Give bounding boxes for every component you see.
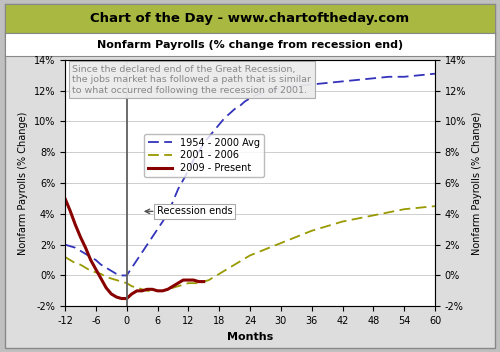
X-axis label: Months: Months xyxy=(227,332,273,341)
Text: Since the declared end of the Great Recession,
the jobs market has followed a pa: Since the declared end of the Great Rece… xyxy=(72,65,312,95)
Legend: 1954 - 2000 Avg, 2001 - 2006, 2009 - Present: 1954 - 2000 Avg, 2001 - 2006, 2009 - Pre… xyxy=(144,134,264,177)
Text: Recession ends: Recession ends xyxy=(157,206,232,216)
Text: Chart of the Day - www.chartoftheday.com: Chart of the Day - www.chartoftheday.com xyxy=(90,12,409,25)
Y-axis label: Nonfarm Payrolls (% Change): Nonfarm Payrolls (% Change) xyxy=(18,111,28,255)
Text: Nonfarm Payrolls (% change from recession end): Nonfarm Payrolls (% change from recessio… xyxy=(97,40,403,50)
Y-axis label: Nonfarm Payrolls (% Change): Nonfarm Payrolls (% Change) xyxy=(472,111,482,255)
